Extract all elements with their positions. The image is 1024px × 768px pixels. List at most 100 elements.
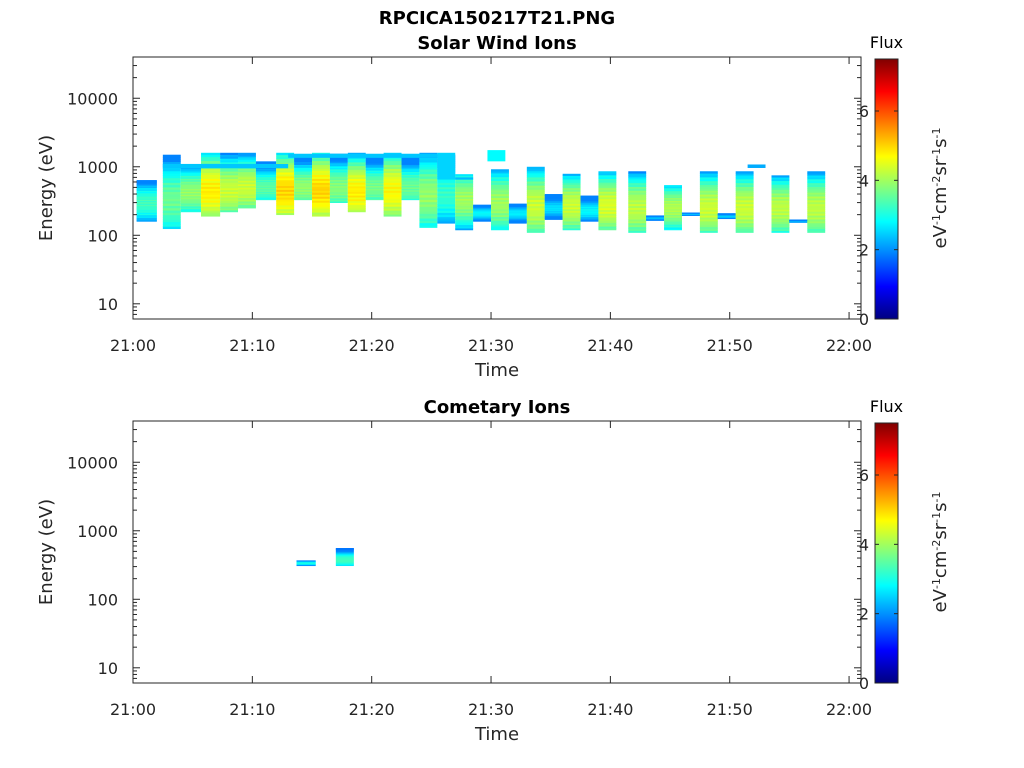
flux-cell: [220, 206, 239, 209]
flux-cell: [136, 191, 157, 194]
flux-cell: [329, 172, 348, 174]
flux-cell: [201, 200, 221, 203]
flux-cell: [365, 157, 384, 160]
flux-cell: [383, 168, 402, 172]
flux-cell: [329, 201, 348, 203]
spectrogram-solar-wind: [136, 150, 826, 233]
flux-cell: [329, 173, 348, 176]
flux-cell: [238, 190, 256, 193]
flux-cell: [580, 214, 599, 216]
flux-cell: [807, 198, 826, 201]
flux-cell: [735, 182, 754, 186]
flux-cell: [544, 200, 563, 202]
x-tick-label: 21:20: [349, 700, 395, 719]
flux-cell: [312, 166, 330, 170]
flux-cell: [580, 201, 599, 203]
flux-cell: [220, 158, 239, 161]
flux-cell: [347, 193, 366, 196]
flux-cell: [664, 204, 682, 207]
flux-cell: [491, 169, 509, 172]
flux-cell: [329, 194, 348, 197]
flux-cell: [335, 553, 354, 555]
flux-cell: [455, 205, 474, 208]
flux-cell: [401, 174, 420, 177]
flux-cell: [544, 201, 563, 204]
flux-cell: [526, 207, 545, 211]
flux-cell: [807, 171, 826, 174]
flux-cell: [162, 193, 181, 197]
flux-cell: [491, 207, 509, 210]
flux-cell: [664, 213, 682, 215]
flux-cell: [562, 177, 581, 180]
flux-cell: [526, 177, 545, 180]
flux-cell: [508, 218, 527, 220]
flux-cell: [598, 220, 617, 223]
flux-cell: [526, 218, 545, 221]
flux-cell: [201, 214, 221, 217]
flux-cell: [735, 171, 754, 174]
flux-cell: [255, 187, 277, 190]
flux-cell: [473, 212, 492, 214]
flux-cell: [628, 207, 647, 210]
flux-cell: [598, 222, 617, 225]
flux-cell: [526, 209, 545, 213]
flux-cell: [628, 224, 647, 228]
flux-cell: [699, 228, 718, 231]
flux-cell: [180, 190, 202, 192]
flux-cell: [347, 187, 366, 191]
flux-cell: [238, 183, 256, 186]
flux-cell: [312, 194, 330, 197]
flux-cell: [419, 157, 438, 161]
flux-cell: [335, 551, 354, 553]
flux-cell: [419, 176, 438, 179]
flux-cell: [294, 178, 313, 181]
colorbar-tick-label: 0: [859, 674, 869, 693]
energy-sweep: [329, 153, 348, 203]
flux-cell: [455, 202, 474, 205]
flux-cell: [276, 208, 295, 212]
flux-cell: [771, 202, 790, 205]
colorbar-unit-label: eV-1cm-2sr-1s-1: [930, 492, 952, 613]
flux-cell: [491, 216, 509, 219]
flux-cell: [180, 198, 202, 201]
flux-cell: [735, 211, 754, 214]
flux-cell: [508, 214, 527, 216]
flux-cell: [473, 216, 492, 218]
flux-cell: [562, 224, 581, 227]
flux-cell: [201, 154, 221, 158]
flux-cell: [201, 184, 221, 187]
flux-cell: [526, 191, 545, 194]
flux-cell: [180, 197, 202, 200]
energy-sweep: [383, 152, 402, 217]
flux-cell: [473, 217, 492, 219]
flux-cell: [220, 171, 239, 174]
flux-cell: [136, 183, 157, 186]
flux-cell: [365, 177, 384, 180]
flux-cell: [562, 217, 581, 220]
flux-cell: [329, 178, 348, 181]
flux-cell: [735, 213, 754, 216]
flux-cell: [598, 224, 617, 227]
flux-cell: [473, 218, 492, 220]
flux-cell: [335, 565, 354, 567]
flux-cell: [562, 186, 581, 189]
flux-cell: [255, 193, 277, 196]
flux-cell: [807, 178, 826, 182]
flux-cell: [401, 178, 420, 181]
flux-cell: [562, 226, 581, 229]
energy-sweep: [598, 171, 617, 231]
flux-cell: [365, 191, 384, 194]
y-tick-label: 10: [98, 659, 118, 678]
spectrogram-cometary: [296, 548, 354, 567]
flux-cell: [312, 184, 330, 187]
energy-sweep: [735, 171, 754, 233]
flux-cell: [544, 198, 563, 201]
flux-cell: [220, 184, 239, 187]
flux-cell: [580, 205, 599, 207]
flux-cell: [255, 178, 277, 180]
flux-cell: [771, 177, 790, 180]
flux-cell: [807, 207, 826, 210]
flux-cell: [562, 222, 581, 225]
flux-cell: [628, 220, 647, 224]
flux-cell: [329, 185, 348, 188]
